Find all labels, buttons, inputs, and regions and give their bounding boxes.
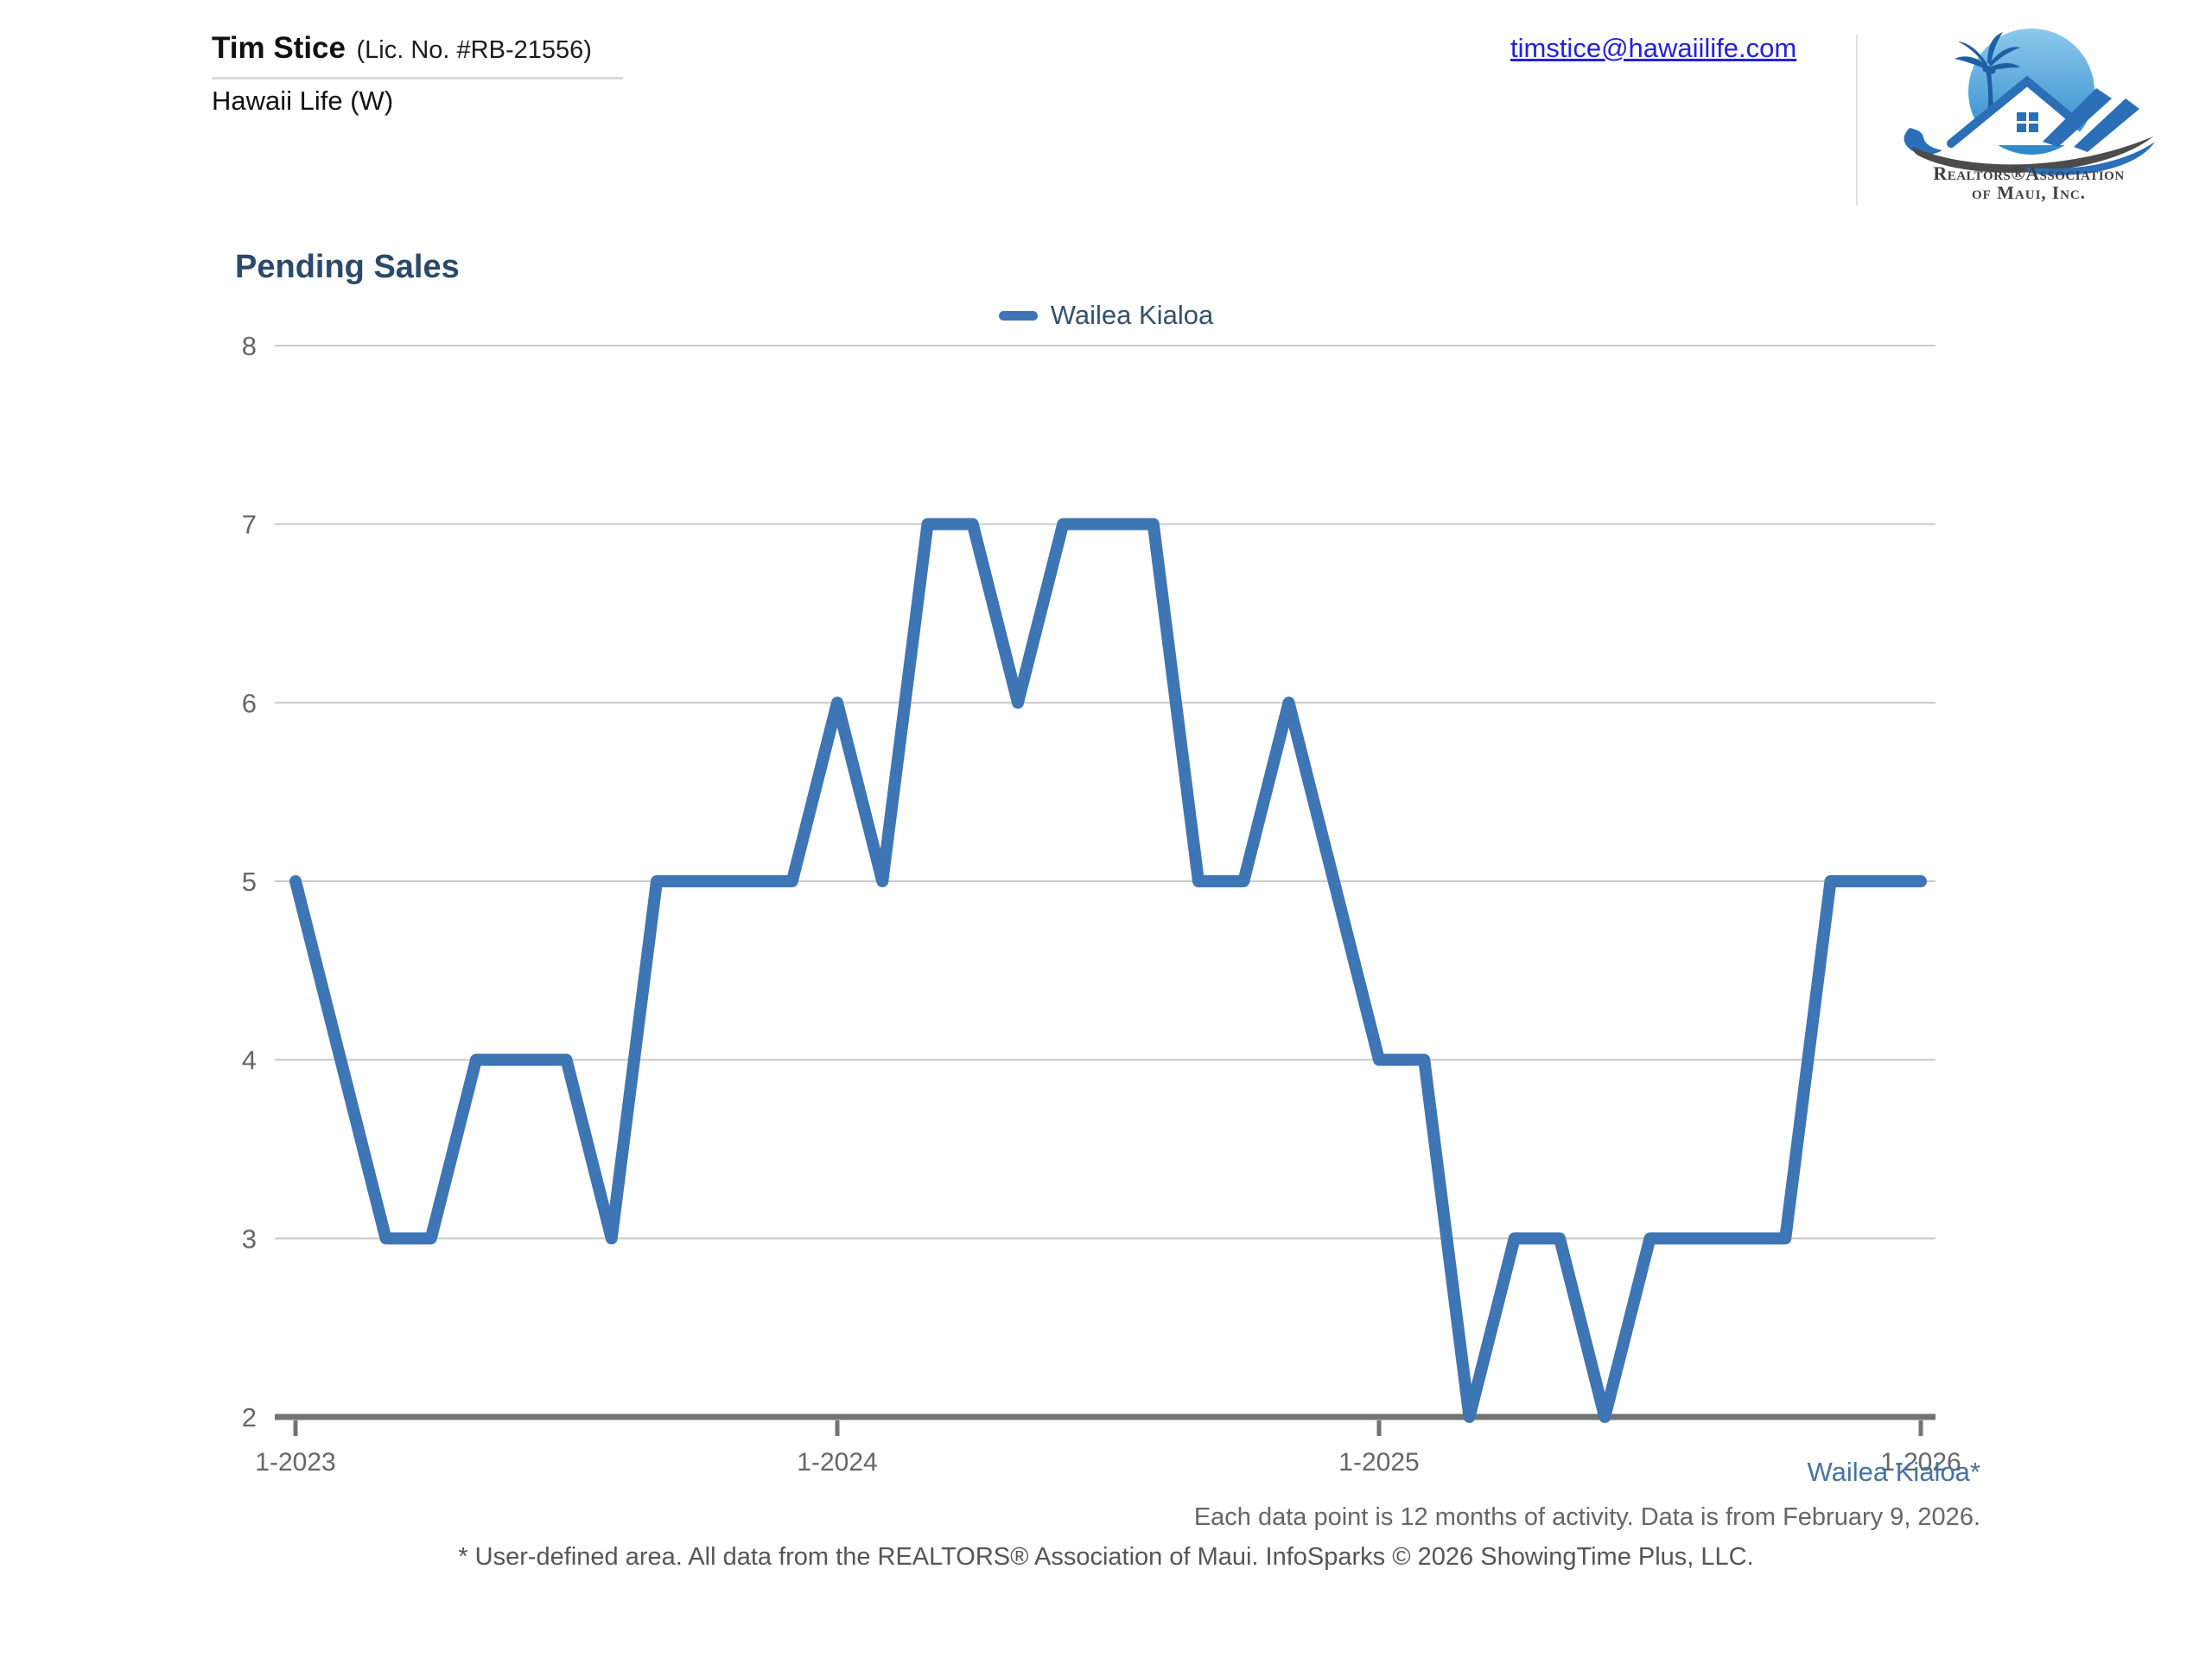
agent-license: (Lic. No. #RB-21556) — [356, 36, 592, 64]
series-line-wailea-kialoa — [289, 518, 1927, 1423]
y-axis-label: 4 — [242, 1045, 257, 1076]
agent-header: Tim Stice (Lic. No. #RB-21556) — [212, 31, 592, 66]
y-axis-label: 8 — [242, 331, 257, 361]
realtors-association-maui-logo: Realtors®Association of Maui, Inc. — [1904, 29, 2155, 203]
header-underline — [212, 77, 623, 79]
chart-title: Pending Sales — [235, 249, 460, 285]
agent-company: Hawaii Life (W) — [212, 86, 394, 116]
x-axis-label: 1-2025 — [1338, 1448, 1419, 1477]
y-axis-label: 3 — [242, 1223, 257, 1254]
x-axis-label: 1-2026 — [1880, 1448, 1961, 1477]
legend-line-swatch — [998, 310, 1038, 321]
legend-label: Wailea Kialoa — [1050, 300, 1214, 330]
house-roof-icon — [1947, 75, 2139, 152]
x-axis-label: 1-2024 — [797, 1448, 877, 1477]
footer-series-label: Wailea Kialoa* — [1807, 1457, 1980, 1487]
logo-text-line2: of Maui, Inc. — [1972, 182, 2086, 203]
header-divider — [1856, 35, 1858, 206]
wave-icon — [1904, 128, 2155, 175]
y-axis-label: 6 — [242, 688, 257, 718]
x-axis-label: 1-2023 — [255, 1448, 335, 1477]
agent-name: Tim Stice — [212, 31, 346, 65]
footer-info-text: Each data point is 12 months of activity… — [1193, 1503, 1980, 1531]
logo-text-line1: Realtors®Association — [1933, 162, 2124, 184]
footer-disclaimer-text: * User-defined area. All data from the R… — [458, 1543, 1754, 1571]
y-axis-label: 5 — [242, 867, 257, 897]
y-axis-label: 7 — [242, 510, 257, 540]
logo-graphic: Realtors®Association of Maui, Inc. — [1904, 29, 2155, 203]
agent-email-link[interactable]: timstice@hawaiilife.com — [1510, 33, 1797, 63]
chart-legend: Wailea Kialoa — [0, 300, 2212, 331]
y-axis-label: 2 — [242, 1402, 257, 1432]
